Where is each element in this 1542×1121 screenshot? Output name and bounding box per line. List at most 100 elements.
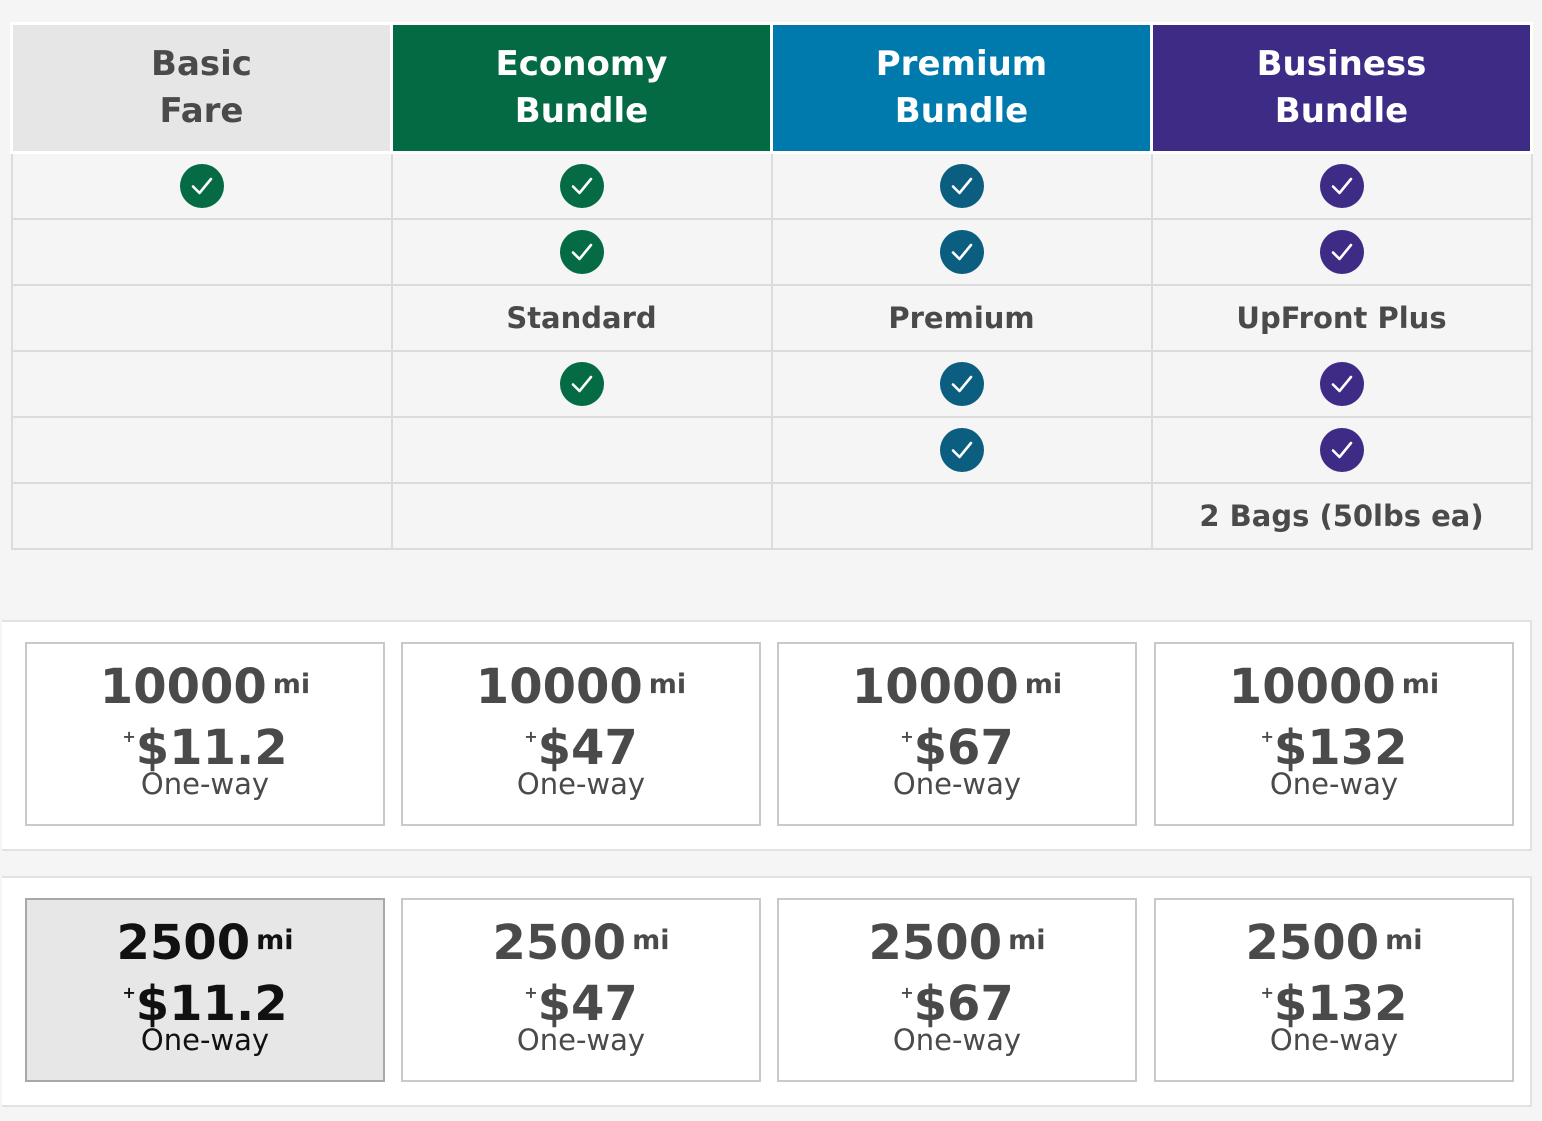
plus-sign: + — [122, 983, 136, 1002]
trip-type: One-way — [516, 1023, 646, 1057]
plus-sign: + — [524, 727, 538, 746]
feature-cell — [1150, 415, 1533, 484]
check-icon — [939, 361, 984, 406]
check-icon — [559, 361, 604, 406]
fare-option-card[interactable]: 10000 mi +$11.2 One-way — [25, 642, 385, 826]
plus-sign: + — [1260, 983, 1274, 1002]
feature-text: Premium — [888, 300, 1035, 335]
check-icon — [1319, 163, 1364, 208]
feature-cell — [1150, 151, 1533, 220]
miles-unit: mi — [256, 925, 294, 956]
check-icon — [559, 163, 604, 208]
miles-amount: 10000 — [99, 659, 267, 715]
bundle-header-premium: Premium Bundle — [770, 22, 1153, 154]
bundle-name-line1: Economy — [495, 44, 668, 84]
miles-unit: mi — [272, 669, 311, 700]
bundle-name-line1: Business — [1256, 44, 1427, 84]
feature-text: 2 Bags (50lbs ea) — [1199, 498, 1484, 533]
miles-unit: mi — [632, 925, 670, 956]
fare-option-card[interactable]: 10000 mi +$67 One-way — [777, 642, 1137, 826]
fare-option-card[interactable]: 2500 mi +$67 One-way — [777, 898, 1137, 1082]
cash-price: +$47 — [403, 712, 759, 773]
fare-option-card[interactable]: 2500 mi +$47 One-way — [401, 898, 761, 1082]
plus-sign: + — [524, 983, 538, 1002]
plus-sign: + — [122, 727, 136, 746]
trip-type: One-way — [892, 1023, 1022, 1057]
cash-amount: $11.2 — [135, 720, 288, 776]
cash-amount: $47 — [537, 720, 638, 776]
feature-cell — [10, 217, 393, 286]
miles-amount: 10000 — [851, 659, 1019, 715]
check-icon — [1319, 427, 1364, 472]
cash-price: +$11.2 — [27, 968, 383, 1029]
bundle-header-basic: Basic Fare — [10, 22, 393, 154]
feature-cell — [770, 349, 1153, 418]
feature-cell — [390, 415, 773, 484]
miles-price: 2500 mi — [1156, 914, 1512, 971]
miles-price: 2500 mi — [403, 914, 759, 971]
feature-rows: Standard Premium UpFront Plus 2 Bags (50lbs… — [10, 151, 1533, 550]
check-icon — [939, 229, 984, 274]
check-icon — [939, 163, 984, 208]
miles-price: 2500 mi — [779, 914, 1135, 971]
cash-amount: $132 — [1273, 976, 1408, 1032]
bundle-name-line2: Bundle — [894, 91, 1029, 131]
feature-cell — [10, 283, 393, 352]
miles-price: 10000 mi — [1156, 658, 1512, 715]
fare-option-card[interactable]: 10000 mi +$47 One-way — [401, 642, 761, 826]
fare-option-card[interactable]: 2500 mi +$11.2 One-way — [25, 898, 385, 1082]
feature-cell: Premium — [770, 283, 1153, 352]
miles-price: 2500 mi — [27, 914, 383, 970]
miles-unit: mi — [1401, 669, 1440, 700]
feature-row — [10, 415, 1533, 484]
cash-amount: $132 — [1273, 720, 1408, 776]
feature-cell — [770, 151, 1153, 220]
cash-price: +$47 — [403, 968, 759, 1029]
cash-price: +$132 — [1156, 968, 1512, 1029]
feature-text: UpFront Plus — [1236, 300, 1447, 335]
cash-amount: $67 — [913, 976, 1014, 1032]
feature-text: Standard — [506, 300, 657, 335]
feature-cell: 2 Bags (50lbs ea) — [1150, 481, 1533, 550]
cash-price: +$67 — [779, 712, 1135, 773]
feature-cell — [1150, 217, 1533, 286]
miles-price: 10000 mi — [27, 658, 383, 715]
bundle-name-line1: Premium — [875, 44, 1048, 84]
miles-amount: 10000 — [1228, 659, 1396, 715]
bundle-name-line2: Fare — [159, 91, 244, 131]
feature-cell: Standard — [390, 283, 773, 352]
trip-type: One-way — [140, 767, 270, 801]
miles-unit: mi — [1008, 925, 1046, 956]
feature-cell — [770, 481, 1153, 550]
miles-amount: 2500 — [492, 915, 627, 971]
feature-row — [10, 217, 1533, 286]
cash-price: +$11.2 — [27, 712, 383, 773]
miles-price: 10000 mi — [779, 658, 1135, 715]
feature-cell — [390, 151, 773, 220]
check-icon — [559, 229, 604, 274]
feature-row: 2 Bags (50lbs ea) — [10, 481, 1533, 550]
feature-cell — [770, 217, 1153, 286]
feature-cell — [10, 349, 393, 418]
check-icon — [939, 427, 984, 472]
cash-amount: $11.2 — [135, 976, 288, 1032]
miles-amount: 2500 — [868, 915, 1003, 971]
feature-cell — [390, 481, 773, 550]
feature-row — [10, 349, 1533, 418]
miles-unit: mi — [648, 669, 687, 700]
feature-row — [10, 151, 1533, 220]
fare-option-card[interactable]: 10000 mi +$132 One-way — [1154, 642, 1514, 826]
price-row-miles-10000: 10000 mi +$11.2 One-way 10000 mi +$47 One-way 10… — [2, 620, 1532, 851]
trip-type: One-way — [516, 767, 646, 801]
bundle-header-economy: Economy Bundle — [390, 22, 773, 154]
feature-cell — [390, 217, 773, 286]
fare-option-card[interactable]: 2500 mi +$132 One-way — [1154, 898, 1514, 1082]
miles-amount: 2500 — [1245, 915, 1380, 971]
price-row-miles-2500: 2500 mi +$11.2 One-way 2500 mi +$47 One-way 2500… — [2, 876, 1532, 1107]
plus-sign: + — [900, 983, 914, 1002]
trip-type: One-way — [140, 1023, 270, 1057]
feature-cell — [10, 151, 393, 220]
feature-cell — [10, 415, 393, 484]
bundle-header-business: Business Bundle — [1150, 22, 1533, 154]
check-icon — [1319, 361, 1364, 406]
